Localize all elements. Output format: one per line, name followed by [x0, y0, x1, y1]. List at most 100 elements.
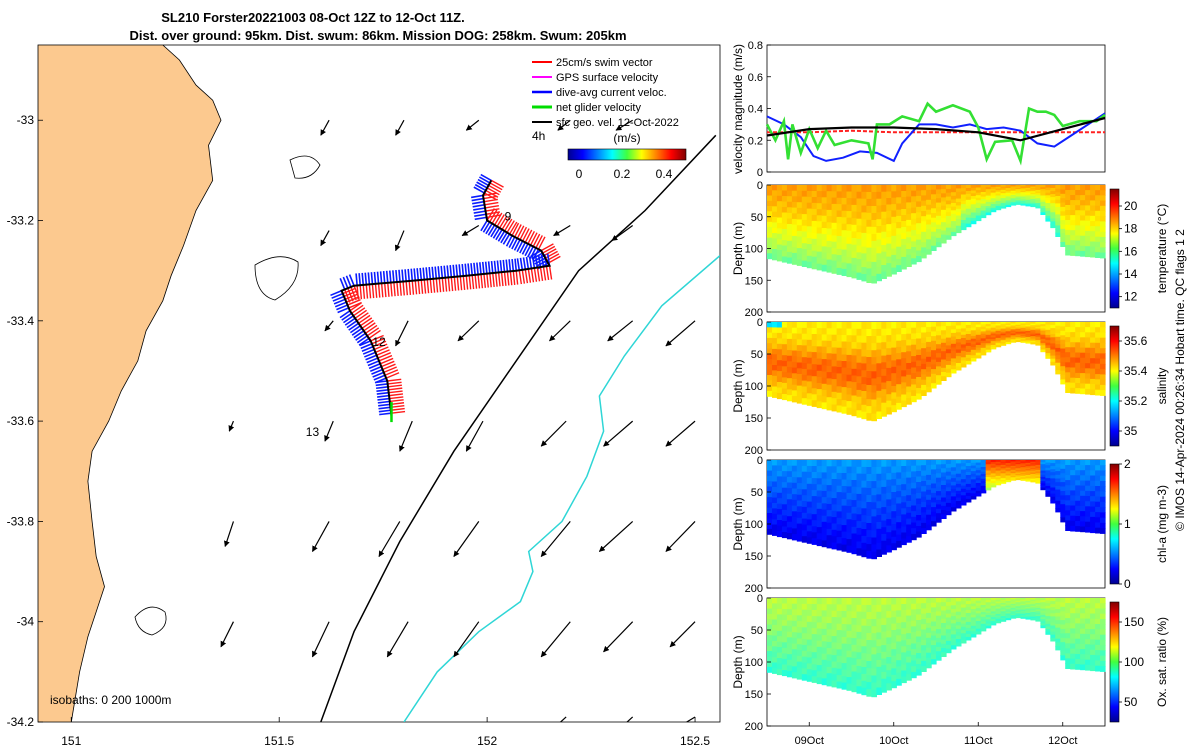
- section-cell: [791, 465, 798, 472]
- section-cell: [856, 328, 863, 337]
- section-cell: [955, 208, 962, 213]
- section-cell: [945, 637, 952, 642]
- section-cell: [950, 228, 957, 233]
- section-cell: [911, 533, 917, 541]
- section-cell: [791, 666, 798, 673]
- section-cell: [871, 220, 877, 228]
- section-cell: [1000, 612, 1007, 616]
- section-cell: [1035, 471, 1041, 474]
- section-cell: [851, 618, 858, 626]
- section-cell: [965, 325, 972, 329]
- section-cell: [906, 254, 912, 262]
- section-cell: [781, 234, 788, 241]
- section-cell: [990, 194, 997, 197]
- section-cell: [995, 474, 1002, 477]
- section-cell: [836, 649, 843, 657]
- current-vector: [479, 176, 491, 184]
- section-cell: [906, 471, 912, 479]
- section-cell: [960, 598, 967, 602]
- section-cell: [896, 240, 902, 248]
- section-cell: [791, 213, 798, 220]
- section-cell: [791, 396, 798, 403]
- section-cell: [786, 344, 793, 351]
- section-cell: [831, 328, 838, 336]
- section-cell: [1000, 335, 1007, 338]
- section-cell: [995, 322, 1002, 325]
- section-cell: [1055, 635, 1061, 640]
- section-cell: [1085, 190, 1091, 196]
- section-cell: [985, 332, 992, 336]
- section-cell: [806, 603, 813, 611]
- section-cell: [911, 671, 917, 679]
- section-cell: [841, 268, 848, 276]
- section-cell: [871, 350, 877, 358]
- geo-arrow: [540, 420, 567, 447]
- section-cell: [995, 465, 1002, 468]
- section-cell: [772, 190, 778, 197]
- section-cell: [891, 197, 897, 205]
- section-cell: [1020, 185, 1027, 187]
- section-cell: [786, 207, 793, 214]
- section-cell: [801, 609, 808, 617]
- section-cell: [1065, 500, 1071, 506]
- section-cell: [851, 624, 858, 632]
- section-cell: [816, 370, 823, 378]
- section-cell: [891, 524, 897, 531]
- section-cell: [990, 611, 997, 614]
- section-cell: [841, 380, 848, 388]
- current-vector: [372, 371, 385, 378]
- swim-vector: [352, 307, 366, 317]
- section-cell: [791, 196, 798, 203]
- section-cell: [906, 615, 912, 623]
- section-cell: [916, 239, 922, 246]
- section-cell: [901, 526, 907, 534]
- section-cell: [891, 630, 897, 637]
- section-cell: [791, 488, 798, 495]
- section-cell: [767, 390, 773, 397]
- section-cell: [1005, 463, 1012, 466]
- section-cell: [960, 466, 967, 471]
- section-cell: [980, 488, 987, 491]
- section-cell: [975, 352, 982, 356]
- section-cell: [866, 509, 872, 517]
- section-cell: [781, 653, 788, 660]
- section-cell: [1075, 638, 1081, 645]
- section-cell: [1055, 366, 1061, 371]
- section-cell: [1025, 460, 1032, 463]
- current-vector: [502, 259, 506, 272]
- section-cell: [1070, 200, 1076, 206]
- section-cell: [911, 460, 917, 467]
- section-cell: [881, 245, 887, 253]
- section-cell: [975, 190, 982, 194]
- section-cell: [1055, 185, 1061, 190]
- section-cell: [970, 487, 977, 492]
- section-cell: [1075, 327, 1081, 333]
- section-cell: [767, 216, 773, 223]
- section-cell: [1095, 210, 1101, 217]
- section-cell: [871, 537, 877, 546]
- section-cell: [1045, 197, 1051, 201]
- section-cell: [995, 468, 1002, 472]
- swim-vector: [396, 281, 399, 297]
- section-cell: [955, 473, 962, 478]
- section-cell: [791, 598, 798, 605]
- section-cell: [901, 472, 907, 479]
- section-cell: [1075, 342, 1081, 348]
- section-cell: [1030, 472, 1036, 475]
- section-cell: [1020, 339, 1027, 342]
- section-cell: [1065, 224, 1071, 231]
- swim-vector: [545, 250, 558, 259]
- section-cell: [931, 621, 937, 627]
- colorbar-tick-label: 150: [1124, 615, 1144, 629]
- swim-vector: [380, 283, 384, 298]
- section-cell: [926, 356, 932, 363]
- section-cell: [936, 185, 942, 190]
- section-cell: [990, 200, 997, 203]
- section-cell: [871, 399, 877, 408]
- section-cell: [1035, 203, 1041, 206]
- section-cell: [831, 366, 838, 374]
- section-cell: [861, 480, 867, 489]
- section-cell: [821, 528, 828, 535]
- section-cell: [995, 204, 1002, 207]
- section-cell: [1090, 226, 1096, 232]
